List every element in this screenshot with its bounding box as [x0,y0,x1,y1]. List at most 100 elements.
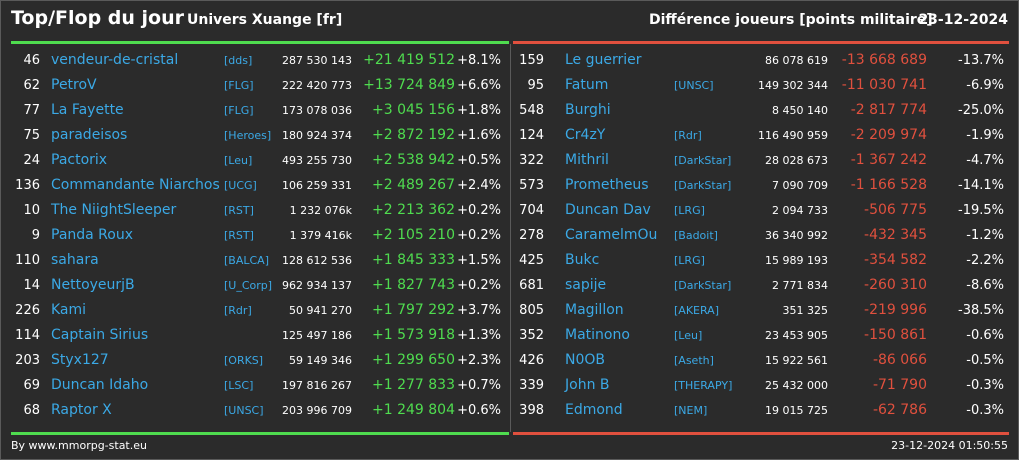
player-name-link[interactable]: Pactorix [51,152,108,168]
player-name-link[interactable]: Cr4zY [565,127,606,143]
difference-cell: -62 786 [872,402,927,418]
alliance-tag-link[interactable]: [AKERA] [674,304,719,317]
points-cell: 173 078 036 [282,104,352,117]
alliance-tag-link[interactable]: [Rdr] [674,129,702,142]
percent-cell: -1.2% [966,228,1004,243]
player-name-link[interactable]: Duncan Idaho [51,377,149,393]
rank-cell: 352 [519,328,544,343]
percent-cell: -6.9% [966,78,1004,93]
alliance-tag-link[interactable]: [FLG] [224,104,254,117]
player-name-link[interactable]: Edmond [565,402,623,418]
alliance-tag-link[interactable]: [DarkStar] [674,279,732,292]
table-row: 110 sahara [BALCA] 128 612 536 +1 845 333 +1.… [11,248,509,273]
table-row: 398 Edmond [NEM] 19 015 725 -62 786 -0.3% [513,398,1009,423]
player-name-link[interactable]: Burghi [565,102,611,118]
difference-cell: +21 419 512 [363,52,455,68]
difference-cell: +1 299 650 [372,352,455,368]
alliance-tag-link[interactable]: [Rdr] [224,304,252,317]
player-name-link[interactable]: Magillon [565,302,624,318]
difference-cell: +1 797 292 [372,302,455,318]
alliance-tag-link[interactable]: [Leu] [224,154,253,167]
rank-cell: 75 [23,128,40,143]
alliance-tag-link[interactable]: [DarkStar] [674,179,732,192]
player-name-link[interactable]: Prometheus [565,177,649,193]
alliance-tag-link[interactable]: [Heroes] [224,129,272,142]
alliance-tag-link[interactable]: [Badoit] [674,229,718,242]
difference-cell: +1 277 833 [372,377,455,393]
table-row: 114 Captain Sirius 125 497 186 +1 573 918 +1… [11,323,509,348]
alliance-tag-link[interactable]: [U_Corp] [224,279,273,292]
table-row: 124 Cr4zY [Rdr] 116 490 959 -2 209 974 -1.9% [513,123,1009,148]
player-name-link[interactable]: Le guerrier [565,52,642,68]
points-cell: 128 612 536 [282,254,352,267]
percent-cell: +1.5% [457,253,501,268]
top-section-bar [11,41,509,44]
player-name-link[interactable]: Styx127 [51,352,109,368]
alliance-tag-link[interactable]: [THERAPY] [674,379,733,392]
points-cell: 203 996 709 [282,404,352,417]
player-name-link[interactable]: The NiightSleeper [51,202,177,218]
difference-cell: +1 845 333 [372,252,455,268]
player-name-link[interactable]: Raptor X [51,402,112,418]
difference-cell: +1 249 804 [372,402,455,418]
table-row: 69 Duncan Idaho [LSC] 197 816 267 +1 277 833… [11,373,509,398]
player-name-link[interactable]: N0OB [565,352,606,368]
player-name-link[interactable]: NettoyeurjB [51,277,135,293]
percent-cell: -0.6% [966,328,1004,343]
player-name-link[interactable]: Fatum [565,77,609,93]
alliance-tag-link[interactable]: [ORKS] [224,354,264,367]
player-name-link[interactable]: John B [565,377,610,393]
player-name-link[interactable]: sapije [565,277,607,293]
alliance-tag-link[interactable]: [DarkStar] [674,154,732,167]
table-row: 75 paradeisos [Heroes] 180 924 374 +2 872 19… [11,123,509,148]
rank-cell: 110 [15,253,40,268]
universe-label: Univers Xuange [fr] [187,12,343,28]
percent-cell: -13.7% [958,53,1004,68]
rank-cell: 46 [23,53,40,68]
alliance-tag-link[interactable]: [UCG] [224,179,257,192]
alliance-tag-link[interactable]: [UNSC] [224,404,264,417]
alliance-tag-link[interactable]: [BALCA] [224,254,269,267]
player-name-link[interactable]: Duncan Dav [565,202,651,218]
alliance-tag-link[interactable]: [Aseth] [674,354,714,367]
player-name-link[interactable]: Matinono [565,327,630,343]
percent-cell: +0.2% [457,203,501,218]
alliance-tag-link[interactable]: [NEM] [674,404,708,417]
difference-cell: +2 872 192 [372,127,455,143]
points-cell: 197 816 267 [282,379,352,392]
player-name-link[interactable]: Captain Sirius [51,327,149,343]
table-row: 426 N0OB [Aseth] 15 922 561 -86 066 -0.5% [513,348,1009,373]
player-name-link[interactable]: Kami [51,302,87,318]
difference-cell: -506 775 [864,202,927,218]
player-name-link[interactable]: La Fayette [51,102,124,118]
player-name-link[interactable]: vendeur-de-cristal [51,52,179,68]
rank-cell: 426 [519,353,544,368]
player-name-link[interactable]: Bukc [565,252,600,268]
alliance-tag-link[interactable]: [LSC] [224,379,254,392]
points-cell: 15 922 561 [765,354,828,367]
alliance-tag-link[interactable]: [UNSC] [674,79,714,92]
difference-cell: -1 367 242 [850,152,927,168]
alliance-tag-link[interactable]: [Leu] [674,329,703,342]
alliance-tag-link[interactable]: [RST] [224,229,254,242]
top-section-bottom-bar [11,432,509,435]
player-name-link[interactable]: Panda Roux [51,227,134,243]
points-cell: 1 232 076k [289,204,352,217]
alliance-tag-link[interactable]: [FLG] [224,79,254,92]
player-name-link[interactable]: PetroV [51,77,97,93]
player-name-link[interactable]: Commandante Niarchos [51,177,220,193]
top-losers-table: 159 Le guerrier 86 078 619 -13 668 689 -13.7… [513,48,1009,423]
difference-cell: -11 030 741 [841,77,927,93]
rank-cell: 14 [23,278,40,293]
alliance-tag-link[interactable]: [RST] [224,204,254,217]
player-name-link[interactable]: paradeisos [51,127,128,143]
player-name-link[interactable]: CaramelmOu [565,227,658,243]
alliance-tag-link[interactable]: [dds] [224,54,253,67]
player-name-link[interactable]: Mithril [565,152,609,168]
alliance-tag-link[interactable]: [LRG] [674,204,705,217]
rank-cell: 398 [519,403,544,418]
player-name-link[interactable]: sahara [51,252,99,268]
alliance-tag-link[interactable]: [LRG] [674,254,705,267]
table-row: 95 Fatum [UNSC] 149 302 344 -11 030 741 -6.9% [513,73,1009,98]
